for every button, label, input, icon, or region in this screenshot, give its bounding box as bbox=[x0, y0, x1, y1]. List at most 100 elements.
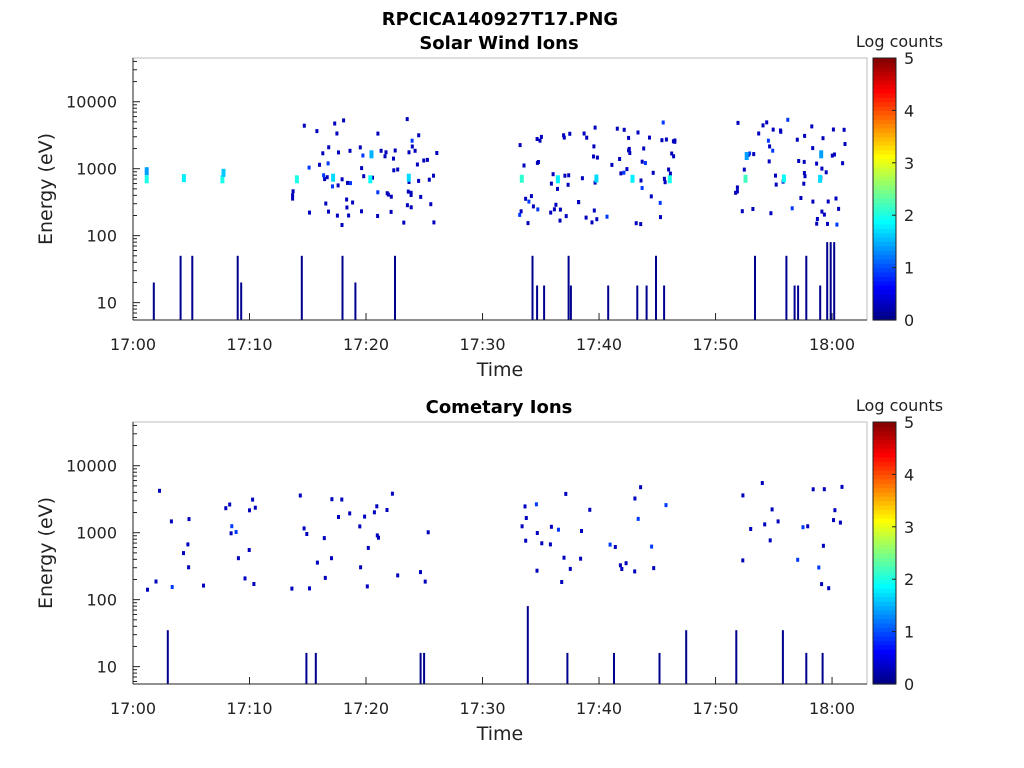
data-cell bbox=[826, 221, 829, 226]
data-cell bbox=[366, 545, 370, 550]
x-tick-label: 18:00 bbox=[809, 699, 855, 718]
data-cell bbox=[322, 173, 326, 178]
data-cell bbox=[815, 217, 819, 221]
data-cell bbox=[253, 505, 257, 510]
colorbar-band bbox=[873, 101, 896, 107]
colorbar-band bbox=[873, 526, 896, 532]
data-cell bbox=[363, 514, 367, 519]
colorbar-band bbox=[873, 491, 896, 497]
data-bright-cell bbox=[406, 173, 411, 182]
data-bright-cell bbox=[368, 175, 373, 184]
colorbar-tick-label: 3 bbox=[904, 518, 914, 537]
data-bright-cell bbox=[630, 174, 635, 183]
colorbar-band bbox=[873, 553, 896, 558]
colorbar-band bbox=[873, 306, 896, 312]
data-bright-cell bbox=[519, 174, 524, 183]
data-cell bbox=[315, 129, 319, 134]
data-cell bbox=[435, 151, 439, 155]
data-column bbox=[636, 285, 639, 320]
data-cell bbox=[786, 117, 790, 122]
colorbar-tick-label: 5 bbox=[904, 413, 914, 432]
colorbar-band bbox=[873, 657, 896, 663]
data-cell bbox=[734, 190, 738, 195]
colorbar-band bbox=[873, 500, 896, 506]
data-cell bbox=[331, 184, 334, 189]
x-tick-label: 18:00 bbox=[809, 335, 855, 354]
data-cell bbox=[584, 215, 588, 220]
colorbar-band bbox=[873, 114, 896, 120]
data-cell bbox=[776, 519, 780, 524]
data-cell bbox=[803, 133, 807, 138]
data-column bbox=[531, 255, 534, 320]
data-cell bbox=[291, 189, 295, 194]
data-bright-cell bbox=[744, 152, 749, 160]
data-cell bbox=[827, 586, 831, 591]
data-cell bbox=[562, 133, 566, 138]
data-bright-cell bbox=[667, 175, 672, 184]
data-cell bbox=[618, 563, 622, 568]
colorbar-band bbox=[873, 631, 896, 637]
data-cell bbox=[558, 207, 562, 212]
data-cell bbox=[417, 178, 421, 183]
colorbar-band bbox=[873, 430, 896, 436]
data-column bbox=[805, 255, 808, 320]
colorbar-band bbox=[873, 285, 896, 291]
data-cell bbox=[567, 173, 571, 178]
colorbar-tick-label: 4 bbox=[904, 101, 914, 120]
data-cell bbox=[426, 530, 430, 535]
y-axis-label: Energy (eV) bbox=[35, 497, 57, 609]
colorbar-band bbox=[873, 245, 896, 251]
colorbar-band bbox=[873, 544, 896, 550]
colorbar-band bbox=[873, 127, 896, 133]
data-cell bbox=[349, 181, 352, 186]
data-cell bbox=[327, 209, 330, 214]
colorbar-band bbox=[873, 644, 896, 650]
data-column bbox=[613, 652, 615, 684]
data-cell bbox=[636, 130, 640, 135]
colorbar-band bbox=[873, 154, 896, 160]
data-cell bbox=[838, 520, 842, 525]
data-cell bbox=[432, 220, 436, 225]
colorbar-band bbox=[873, 439, 896, 445]
data-cell bbox=[291, 196, 295, 201]
data-cell bbox=[640, 186, 644, 190]
data-cell bbox=[335, 131, 339, 136]
data-column bbox=[394, 255, 396, 320]
data-cell bbox=[774, 182, 778, 187]
data-cell bbox=[802, 171, 806, 175]
data-cell bbox=[376, 131, 380, 136]
data-cell bbox=[417, 133, 421, 138]
y-tick-label: 100 bbox=[86, 227, 117, 246]
data-column bbox=[354, 282, 357, 320]
data-cell bbox=[748, 151, 752, 156]
data-cell bbox=[658, 200, 662, 205]
x-tick-label: 17:30 bbox=[459, 335, 505, 354]
colorbar-band bbox=[873, 92, 896, 98]
colorbar-band bbox=[873, 548, 896, 554]
data-cell bbox=[529, 194, 533, 199]
data-cell bbox=[405, 203, 409, 208]
colorbar-tick-label: 1 bbox=[904, 259, 914, 278]
y-tick-label: 100 bbox=[86, 591, 117, 610]
data-cell bbox=[298, 493, 302, 498]
colorbar-tick-label: 0 bbox=[904, 675, 914, 694]
panel-1: 17:00 17:10 17:20 17:30 17:40 17:50 18:0010100… bbox=[35, 32, 943, 381]
colorbar-band bbox=[873, 132, 896, 138]
colorbar-band bbox=[873, 426, 896, 432]
data-cell bbox=[340, 223, 344, 227]
data-column bbox=[645, 285, 648, 320]
data-cell bbox=[760, 481, 764, 485]
data-column bbox=[781, 630, 784, 684]
data-cell bbox=[422, 158, 426, 163]
colorbar-band bbox=[873, 140, 896, 146]
data-cell bbox=[526, 221, 530, 226]
data-cell bbox=[379, 148, 383, 153]
data-cell bbox=[735, 185, 739, 190]
data-bright-cell bbox=[331, 173, 336, 182]
data-cell bbox=[410, 144, 414, 149]
data-cell bbox=[551, 172, 555, 177]
colorbar-band bbox=[873, 311, 896, 317]
colorbar-band bbox=[873, 162, 896, 168]
data-cell bbox=[383, 154, 387, 159]
data-cell bbox=[826, 199, 830, 204]
